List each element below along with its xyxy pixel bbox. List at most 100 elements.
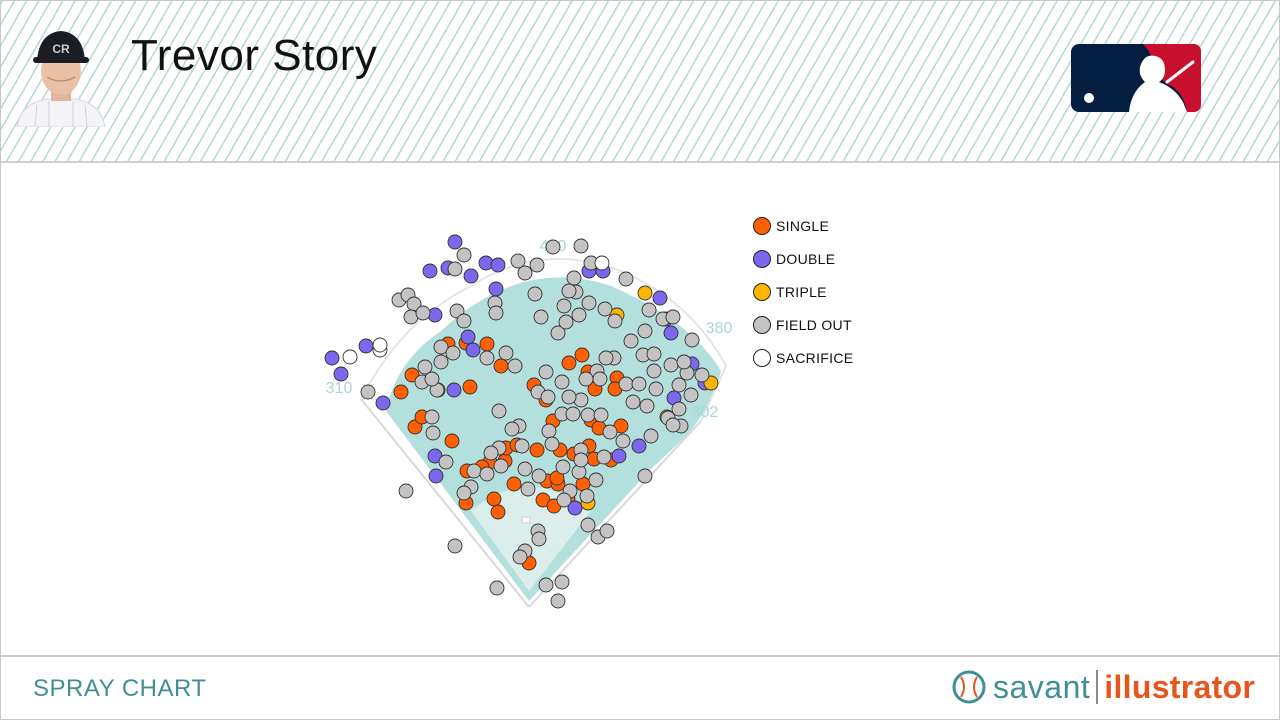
legend-item-triple: TRIPLE [753,275,853,308]
field-out-point [598,350,614,366]
spray-chart: 310400380302 [324,234,733,609]
field-out-point [491,403,507,419]
field-out-point [643,428,659,444]
field-out-point [597,301,613,317]
field-out-point [493,458,509,474]
field-out-point [447,261,463,277]
field-out-point [489,580,505,596]
field-out-point [538,364,554,380]
field-out-point [676,354,692,370]
legend-label: SINGLE [776,217,830,234]
field-out-point [663,357,679,373]
field-out-point [433,339,449,355]
field-out-point [445,345,461,361]
field-out-point [550,325,566,341]
sacrifice-point [342,349,358,365]
field-out-point [684,332,700,348]
field-out-point [517,461,533,477]
brand-illustrator: illustrator [1104,668,1256,705]
double-point [422,263,438,279]
field-out-point [456,247,472,263]
field-out-point [665,309,681,325]
single-point [574,347,590,363]
sacrifice-point [372,337,388,353]
field-out-point [425,425,441,441]
field-out-point [479,350,495,366]
field-out-point [637,468,653,484]
double-swatch [753,249,771,268]
field-out-point [550,593,566,609]
single-point [486,491,502,507]
field-out-point [507,358,523,374]
field-out-point [561,389,577,405]
field-out-point [579,488,595,504]
field-out-point [588,472,604,488]
legend-label: DOUBLE [776,250,836,267]
player-headshot: CR [16,31,106,127]
header-banner: CR Trevor Story [1,1,1279,163]
field-out-point [517,265,533,281]
field-out-point [510,253,526,269]
data-points [324,234,719,609]
svg-text:CR: CR [52,42,70,56]
field-out-point [646,346,662,362]
field-out-point [561,283,577,299]
sacrifice-swatch [753,348,771,367]
field-out-point [483,445,499,461]
field-out-point [479,466,495,482]
field-out-point [671,377,687,393]
home-plate [521,516,531,524]
fence-labels: 310400380302 [326,238,733,421]
field-out-point [415,305,431,321]
triple-swatch [753,282,771,301]
field-out-point [580,517,596,533]
field-out-point [615,433,631,449]
single-point [561,355,577,371]
field-out-point [529,257,545,273]
double-point [324,350,340,366]
field-out-point [556,298,572,314]
field-out-point [599,523,615,539]
single-point [493,358,509,374]
field-out-point [531,531,547,547]
field-out-point [625,394,641,410]
field-out-point [646,363,662,379]
double-point [447,234,463,250]
field-out-point [554,374,570,390]
field-out-point [433,354,449,370]
field-out-point [520,481,536,497]
field-out-point [438,454,454,470]
field-out-point [607,313,623,329]
field-out-point [648,381,664,397]
chart-type-label: SPRAY CHART [33,675,207,702]
legend-label: TRIPLE [776,283,827,300]
field-out-point [556,492,572,508]
field-out-point [573,452,589,468]
savant-illustrator-logo: savant illustrator [951,667,1255,707]
single-point [444,433,460,449]
field-out-point [593,407,609,423]
field-out-point [538,577,554,593]
field-out-point [456,485,472,501]
footer: SPRAY CHART savant illustrator [1,655,1279,719]
field-out-point [623,333,639,349]
triple-point [637,285,653,301]
field-out-point [514,438,530,454]
double-point [428,468,444,484]
field-out-point [417,359,433,375]
warning-track [360,258,728,422]
field-out-point [545,239,561,255]
double-point [611,448,627,464]
field-out-point [571,307,587,323]
double-point [358,338,374,354]
field-out-point [544,436,560,452]
legend-item-field-out: FIELD OUT [753,308,853,341]
fence-distance-label: 310 [326,380,353,397]
legend-item-sacrifice: SACRIFICE [753,341,853,374]
field-out-point [540,389,556,405]
brand-savant: savant [993,668,1091,705]
legend-label: FIELD OUT [776,316,852,333]
field-out-point [641,302,657,318]
field-out-point [592,371,608,387]
fence-distance-label: 302 [692,404,719,421]
